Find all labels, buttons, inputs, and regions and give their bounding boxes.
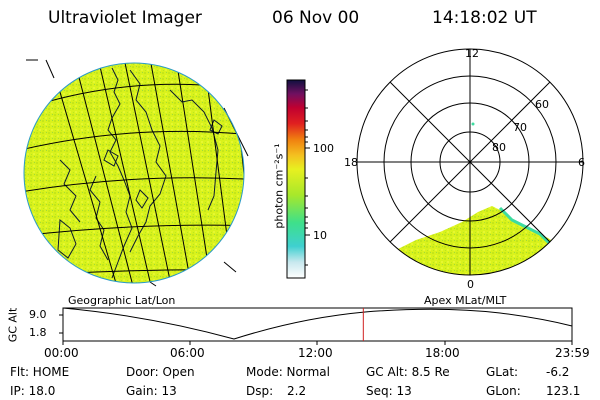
status-seq: Seq: 13 [366,384,412,398]
polar-grid [356,48,584,276]
timeline-xtick-0000: 00:00 [44,346,79,360]
status-dsp-label: Dsp: [246,384,274,398]
timeline-xtick-1800: 18:00 [425,346,460,360]
globe-image [23,59,249,287]
polar-caption: Apex MLat/MLT [424,294,507,307]
status-glon-value: 123.1 [546,384,581,398]
timeline-ytick-low: 1.8 [29,326,47,339]
mlat-label-70: 70 [513,121,527,134]
status-glat-value: -6.2 [546,365,570,379]
timeline-xtick-1200: 12:00 [298,346,333,360]
timeline-ytick-high: 9.0 [29,308,47,321]
mlt-label-18: 18 [344,156,358,169]
mlat-label-80: 80 [492,141,506,154]
polar-data-dot [471,122,475,126]
globe-coastlines [57,67,223,279]
status-ip: IP: 18.0 [10,384,56,398]
timeline-ylabel: GC Alt [6,307,20,343]
colorbar-unit-label: photon cm⁻²s⁻¹ [272,143,286,229]
colorbar [286,79,306,279]
colorbar-tick-100: 100 [313,142,334,155]
status-glat-label: GLat: [486,365,519,379]
colorbar-ticks [305,89,310,266]
mlt-label-6: 6 [578,156,585,169]
status-mode: Mode: Normal [246,365,330,379]
timeline-ticks [59,314,573,345]
globe-limb [23,62,245,284]
mlat-label-60: 60 [535,98,549,111]
time-label: 14:18:02 UT [432,8,537,28]
status-dsp-value: 2.2 [287,384,307,398]
globe-caption: Geographic Lat/Lon [68,294,176,307]
timeline-plot [59,307,573,345]
status-gc-alt: GC Alt: 8.5 Re [366,365,450,379]
mlt-label-12: 12 [465,47,479,60]
instrument-title: Ultraviolet Imager [48,8,202,28]
globe-disk [24,63,244,283]
colorbar-tick-10: 10 [313,229,327,242]
altitude-curve [62,307,573,340]
status-flt: Flt: HOME [10,365,70,379]
status-door: Door: Open [126,365,195,379]
timeline-xtick-0600: 06:00 [170,346,205,360]
polar-auroral-data [380,206,583,275]
date-label: 06 Nov 00 [272,8,360,28]
status-glon-label: GLon: [486,384,521,398]
polar-plot [356,48,584,276]
status-gain: Gain: 13 [126,384,177,398]
mlt-label-0: 0 [467,278,474,291]
timeline-xtick-2359: 23:59 [555,346,590,360]
